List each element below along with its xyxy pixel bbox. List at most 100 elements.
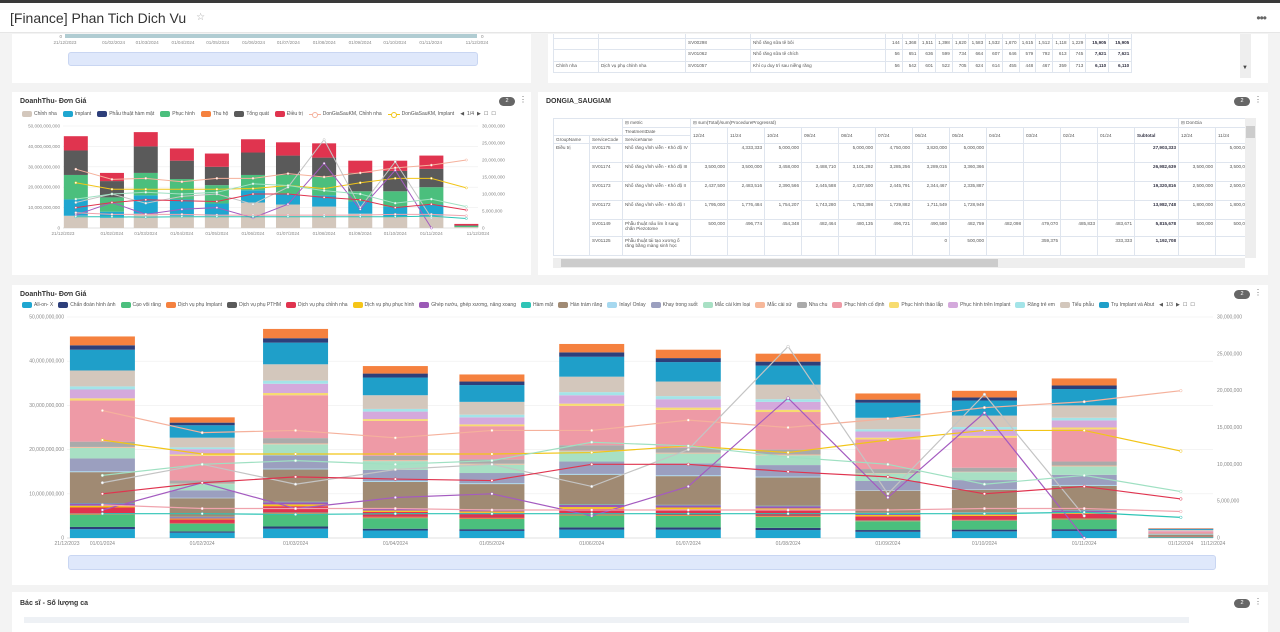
bar-segment	[952, 436, 1017, 438]
legend-item[interactable]: All-on- X	[22, 302, 53, 308]
legend-item[interactable]: Chỉnh nha	[22, 111, 57, 117]
bar-segment	[459, 385, 524, 402]
filter-badge[interactable]: 2	[1234, 97, 1250, 106]
legend-item[interactable]: Phẫu thuật hàm mặt	[97, 111, 154, 117]
bar-segment	[1148, 529, 1213, 530]
line-point	[787, 456, 790, 459]
legend-prev-icon[interactable]: ◀	[1159, 302, 1163, 308]
value-cell: 522	[936, 61, 953, 73]
legend-item[interactable]: Dịch vụ phụ chỉnh nha	[286, 302, 347, 308]
vertical-scrollbar[interactable]	[1245, 118, 1256, 258]
restore-icon[interactable]: ☐	[1190, 302, 1194, 308]
legend-item[interactable]: Răng trẻ em	[1015, 302, 1055, 308]
value-cell: 359	[1052, 61, 1069, 73]
line-point	[216, 207, 218, 209]
color-swatch-icon	[121, 302, 131, 308]
legend-item[interactable]: Nha chu	[797, 302, 828, 308]
legend-item[interactable]: Hàn trám răng	[558, 302, 602, 308]
kebab-menu-icon[interactable]: ⋮	[1254, 288, 1262, 297]
line-point	[216, 177, 218, 179]
horizontal-scrollbar[interactable]	[553, 258, 1245, 268]
line-point	[216, 191, 218, 193]
line-point	[201, 512, 204, 515]
line-point	[323, 190, 325, 192]
vertical-scroll-thumb[interactable]	[1246, 126, 1255, 138]
legend-next-icon[interactable]: ▶	[1176, 302, 1180, 308]
table-cell: Nhổ răng sữa tê chích	[751, 50, 886, 62]
legend-next-icon[interactable]: ▶	[477, 111, 481, 117]
line-point	[181, 181, 183, 183]
line-swatch-icon	[388, 111, 400, 117]
bar-segment	[756, 506, 821, 508]
filter-badge[interactable]: 2	[1234, 599, 1250, 608]
subtotal-cell: 13,982,748	[1135, 201, 1179, 220]
legend-prev-icon[interactable]: ◀	[460, 111, 464, 117]
legend-item[interactable]: Trụ Implant và Abut	[1099, 302, 1154, 308]
legend-item[interactable]: Cạo vôi răng	[121, 302, 161, 308]
header-row: ⊟ metric⊟ sum(Total)/sum(ProcedureProgre…	[554, 119, 1246, 128]
legend-item[interactable]: Dịch vụ phụ phục hình	[353, 302, 415, 308]
legend-item[interactable]: Tiểu phẫu	[1060, 302, 1094, 308]
legend-item[interactable]: Dịch vụ phụ PTHM	[227, 302, 281, 308]
top-right-table-panel: Răng trẻ emSV00314Trám răng sữa2371,8891…	[548, 34, 1268, 83]
line-point	[181, 195, 183, 197]
x-tick-label: 11/12/2024	[467, 231, 490, 236]
kebab-menu-icon[interactable]: ⋮	[1254, 95, 1262, 104]
vertical-scrollbar[interactable]: ▼	[1240, 34, 1251, 78]
legend-item[interactable]: Phục hình	[160, 111, 195, 117]
value-cell: 56	[886, 50, 903, 62]
line-point	[430, 215, 432, 217]
legend-item[interactable]: Phục hình cố định	[832, 302, 884, 308]
legend-item[interactable]: Tổng quát	[234, 111, 269, 117]
legend-item[interactable]: Mắc cài sứ	[755, 302, 791, 308]
line-point	[145, 199, 147, 201]
line-point	[323, 176, 325, 178]
bar-segment	[1052, 466, 1117, 467]
line-point	[101, 474, 104, 477]
restore-icon[interactable]: ☐	[491, 111, 495, 117]
star-outline-icon[interactable]: ☆	[196, 12, 205, 23]
filter-badge[interactable]: 2	[1234, 290, 1250, 299]
legend-item[interactable]: Thu hộ	[201, 111, 229, 117]
horizontal-scroll-thumb[interactable]	[561, 259, 998, 267]
legend-item[interactable]: Implant	[63, 111, 91, 117]
scroll-down-icon[interactable]: ▼	[1242, 65, 1248, 71]
filter-badge[interactable]: 2	[499, 97, 515, 106]
subtotal-cell: 26,982,639	[1135, 163, 1179, 182]
x-tick-label: 01/10/2024	[383, 40, 406, 45]
zoom-icon[interactable]: ☐	[484, 111, 488, 117]
legend-item[interactable]: Phục hình trên Implant	[948, 302, 1010, 308]
line-point	[75, 207, 77, 209]
value-cell	[728, 237, 765, 256]
legend-item[interactable]: Ghép nướu, ghép xương, nâng xoang	[419, 302, 516, 308]
dongia-cell	[1216, 237, 1245, 256]
zoom-slider[interactable]	[68, 52, 478, 66]
line-point	[181, 200, 183, 202]
legend-item[interactable]: Khay trong suốt	[651, 302, 698, 308]
kebab-menu-icon[interactable]: ⋮	[519, 95, 527, 104]
legend-item[interactable]: Inlay/ Onlay	[607, 302, 645, 308]
bar-segment	[70, 458, 135, 471]
more-icon[interactable]: •••	[1256, 11, 1266, 25]
legend-item[interactable]: DonGiaSauKM, Chỉnh nha	[309, 111, 382, 117]
legend-item[interactable]: Mắc cài kim loại	[703, 302, 751, 308]
line-point	[394, 216, 396, 218]
legend-item[interactable]: Dịch vụ phụ Implant	[166, 302, 222, 308]
line-point	[287, 184, 289, 186]
legend-item[interactable]: Hàm mặt	[521, 302, 553, 308]
line-point	[887, 492, 890, 495]
zoom-slider[interactable]	[68, 555, 1216, 570]
bar-segment	[952, 521, 1017, 530]
legend-item[interactable]: Điều trị	[275, 111, 303, 117]
line-point	[394, 436, 397, 439]
legend-item[interactable]: DonGiaSauKM, Implant	[388, 111, 455, 117]
legend-item[interactable]: Chẩn đoán hình ảnh	[58, 302, 115, 308]
bar-segment	[170, 438, 235, 448]
name-cell: Nhổ răng vĩnh viễn - Khó độ II	[623, 182, 691, 201]
line-point	[983, 393, 986, 396]
kebab-menu-icon[interactable]: ⋮	[1254, 597, 1262, 606]
zoom-icon[interactable]: ☐	[1183, 302, 1187, 308]
legend-item[interactable]: Phục hình tháo lắp	[889, 302, 943, 308]
x-tick-label: 01/11/2024	[419, 40, 442, 45]
x-tick-label: 01/05/2024	[479, 541, 504, 547]
